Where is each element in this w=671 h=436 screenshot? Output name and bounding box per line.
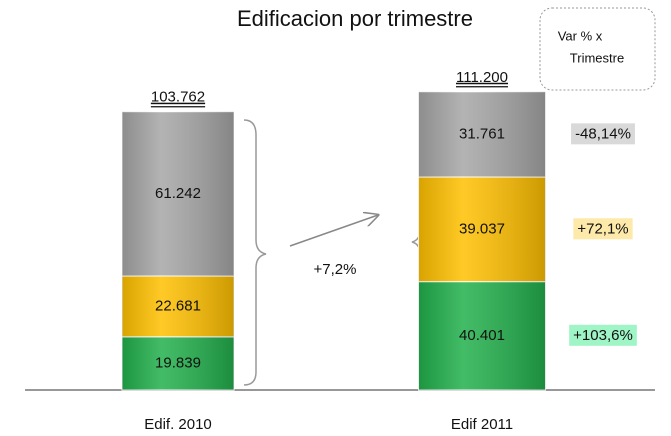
note-box — [539, 7, 656, 91]
change-label-bg — [569, 324, 637, 346]
x-tick-label: Edif. 2010 — [144, 416, 212, 433]
total-label: 103.762 — [151, 89, 205, 106]
change-label: +72,1% — [577, 220, 628, 237]
change-label-bg — [571, 123, 635, 145]
bar-shine — [122, 275, 234, 337]
value-label: 40.401 — [459, 327, 505, 344]
total-label: 111.200 — [456, 69, 508, 86]
value-label: 39.037 — [459, 220, 505, 237]
value-label: 19.839 — [155, 354, 201, 371]
bar-shine — [122, 336, 234, 390]
brace — [243, 119, 267, 386]
value-label: 31.761 — [459, 125, 505, 142]
value-label: 61.242 — [155, 185, 201, 202]
growth-arrow — [289, 215, 378, 247]
bar-shine — [418, 281, 546, 390]
change-label: -48,14% — [575, 125, 631, 142]
bar-shine — [418, 91, 546, 177]
note-line: Var % x — [558, 28, 603, 43]
note-line: Trimestre — [570, 50, 624, 65]
change-label-bg — [573, 218, 633, 240]
chart-title: Edificacion por trimestre — [237, 6, 473, 31]
change-label: +103,6% — [573, 327, 633, 344]
bar-shine — [122, 111, 234, 276]
x-tick-label: Edif 2011 — [451, 416, 513, 433]
value-label: 22.681 — [155, 297, 201, 314]
growth-label: +7,2% — [314, 261, 357, 278]
bar-shine — [418, 176, 546, 282]
